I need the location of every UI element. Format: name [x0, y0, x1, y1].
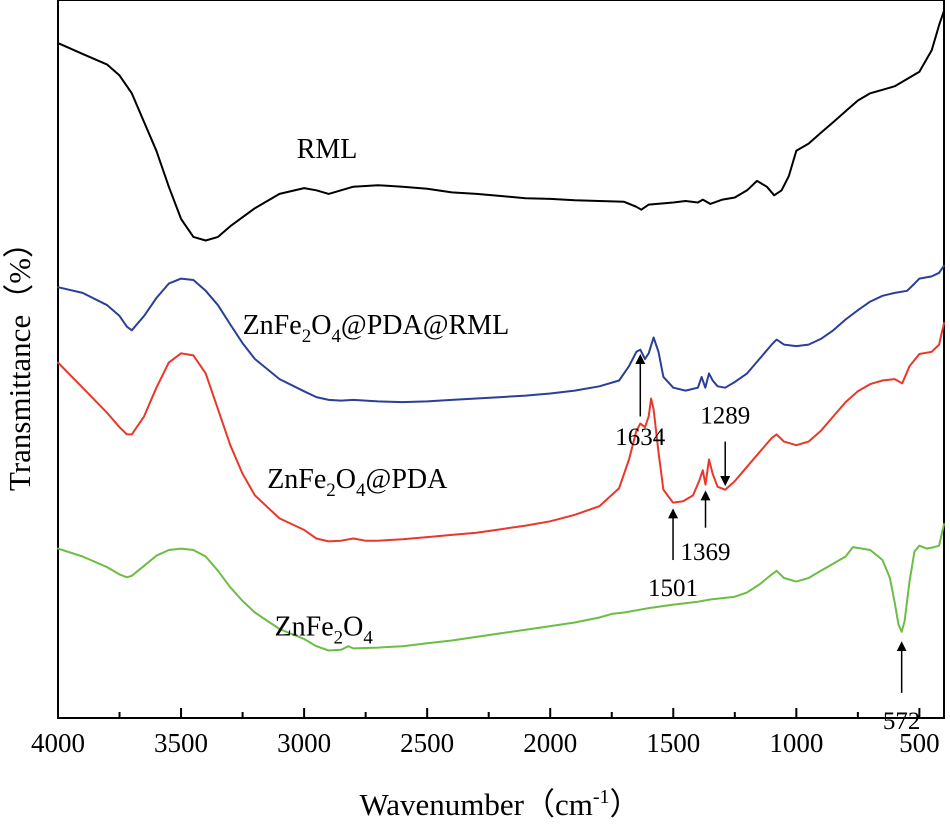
series-label-part: ZnFe	[243, 310, 302, 341]
x-tick-label: 500	[899, 728, 940, 758]
series-layer	[57, 9, 945, 652]
series-label-part: ZnFe	[275, 611, 334, 642]
x-tick-label: 1000	[769, 728, 823, 758]
series-label-part: @PDA@RML	[341, 310, 509, 341]
annotation-label: 1369	[681, 539, 731, 566]
series-label-part: RML	[297, 134, 358, 165]
series-label-0: RML	[297, 134, 358, 165]
y-axis-title: Transmittance（%）	[2, 227, 37, 491]
spectrum-line-3	[57, 523, 945, 652]
annotation-label: 1289	[700, 403, 750, 430]
series-label-part: 4	[363, 627, 373, 648]
x-tick-label: 4000	[31, 728, 85, 758]
x-tick-label: 2000	[523, 728, 577, 758]
series-label-part: 2	[334, 627, 344, 648]
series-label-2: ZnFe2O4@PDA	[267, 464, 448, 501]
series-label-3: ZnFe2O4	[275, 611, 374, 648]
series-label-part: 4	[356, 480, 366, 501]
plot-frame	[57, 0, 945, 719]
spectrum-line-1	[57, 264, 945, 404]
x-tick-label: 3000	[277, 728, 331, 758]
annotation-label: 1634	[615, 424, 666, 451]
series-label-1: ZnFe2O4@PDA@RML	[243, 310, 510, 347]
x-axis-ticks: 4000 3500 3000 2500 2000 1500 1000 500	[31, 708, 940, 758]
series-label-part: O	[311, 310, 331, 341]
x-tick-label: 1500	[646, 728, 700, 758]
annotation-layer: 1634 1501 1369 1289 572	[615, 354, 921, 735]
annotation-label: 1501	[648, 575, 698, 602]
series-label-part: ZnFe	[267, 464, 326, 495]
x-tick-label: 3500	[154, 728, 208, 758]
series-label-part: 2	[326, 480, 336, 501]
series-label-part: O	[343, 611, 363, 642]
series-label-part: @PDA	[366, 464, 449, 495]
series-label-part: 2	[302, 326, 312, 347]
series-label-part: O	[336, 464, 356, 495]
x-tick-label: 2500	[400, 728, 454, 758]
spectrum-line-2	[57, 322, 945, 543]
series-label-part: 4	[331, 326, 341, 347]
x-axis-title: Wavenumber（cm-1）	[359, 786, 640, 822]
annotation-label: 572	[883, 708, 921, 735]
spectrum-line-0	[57, 9, 945, 242]
